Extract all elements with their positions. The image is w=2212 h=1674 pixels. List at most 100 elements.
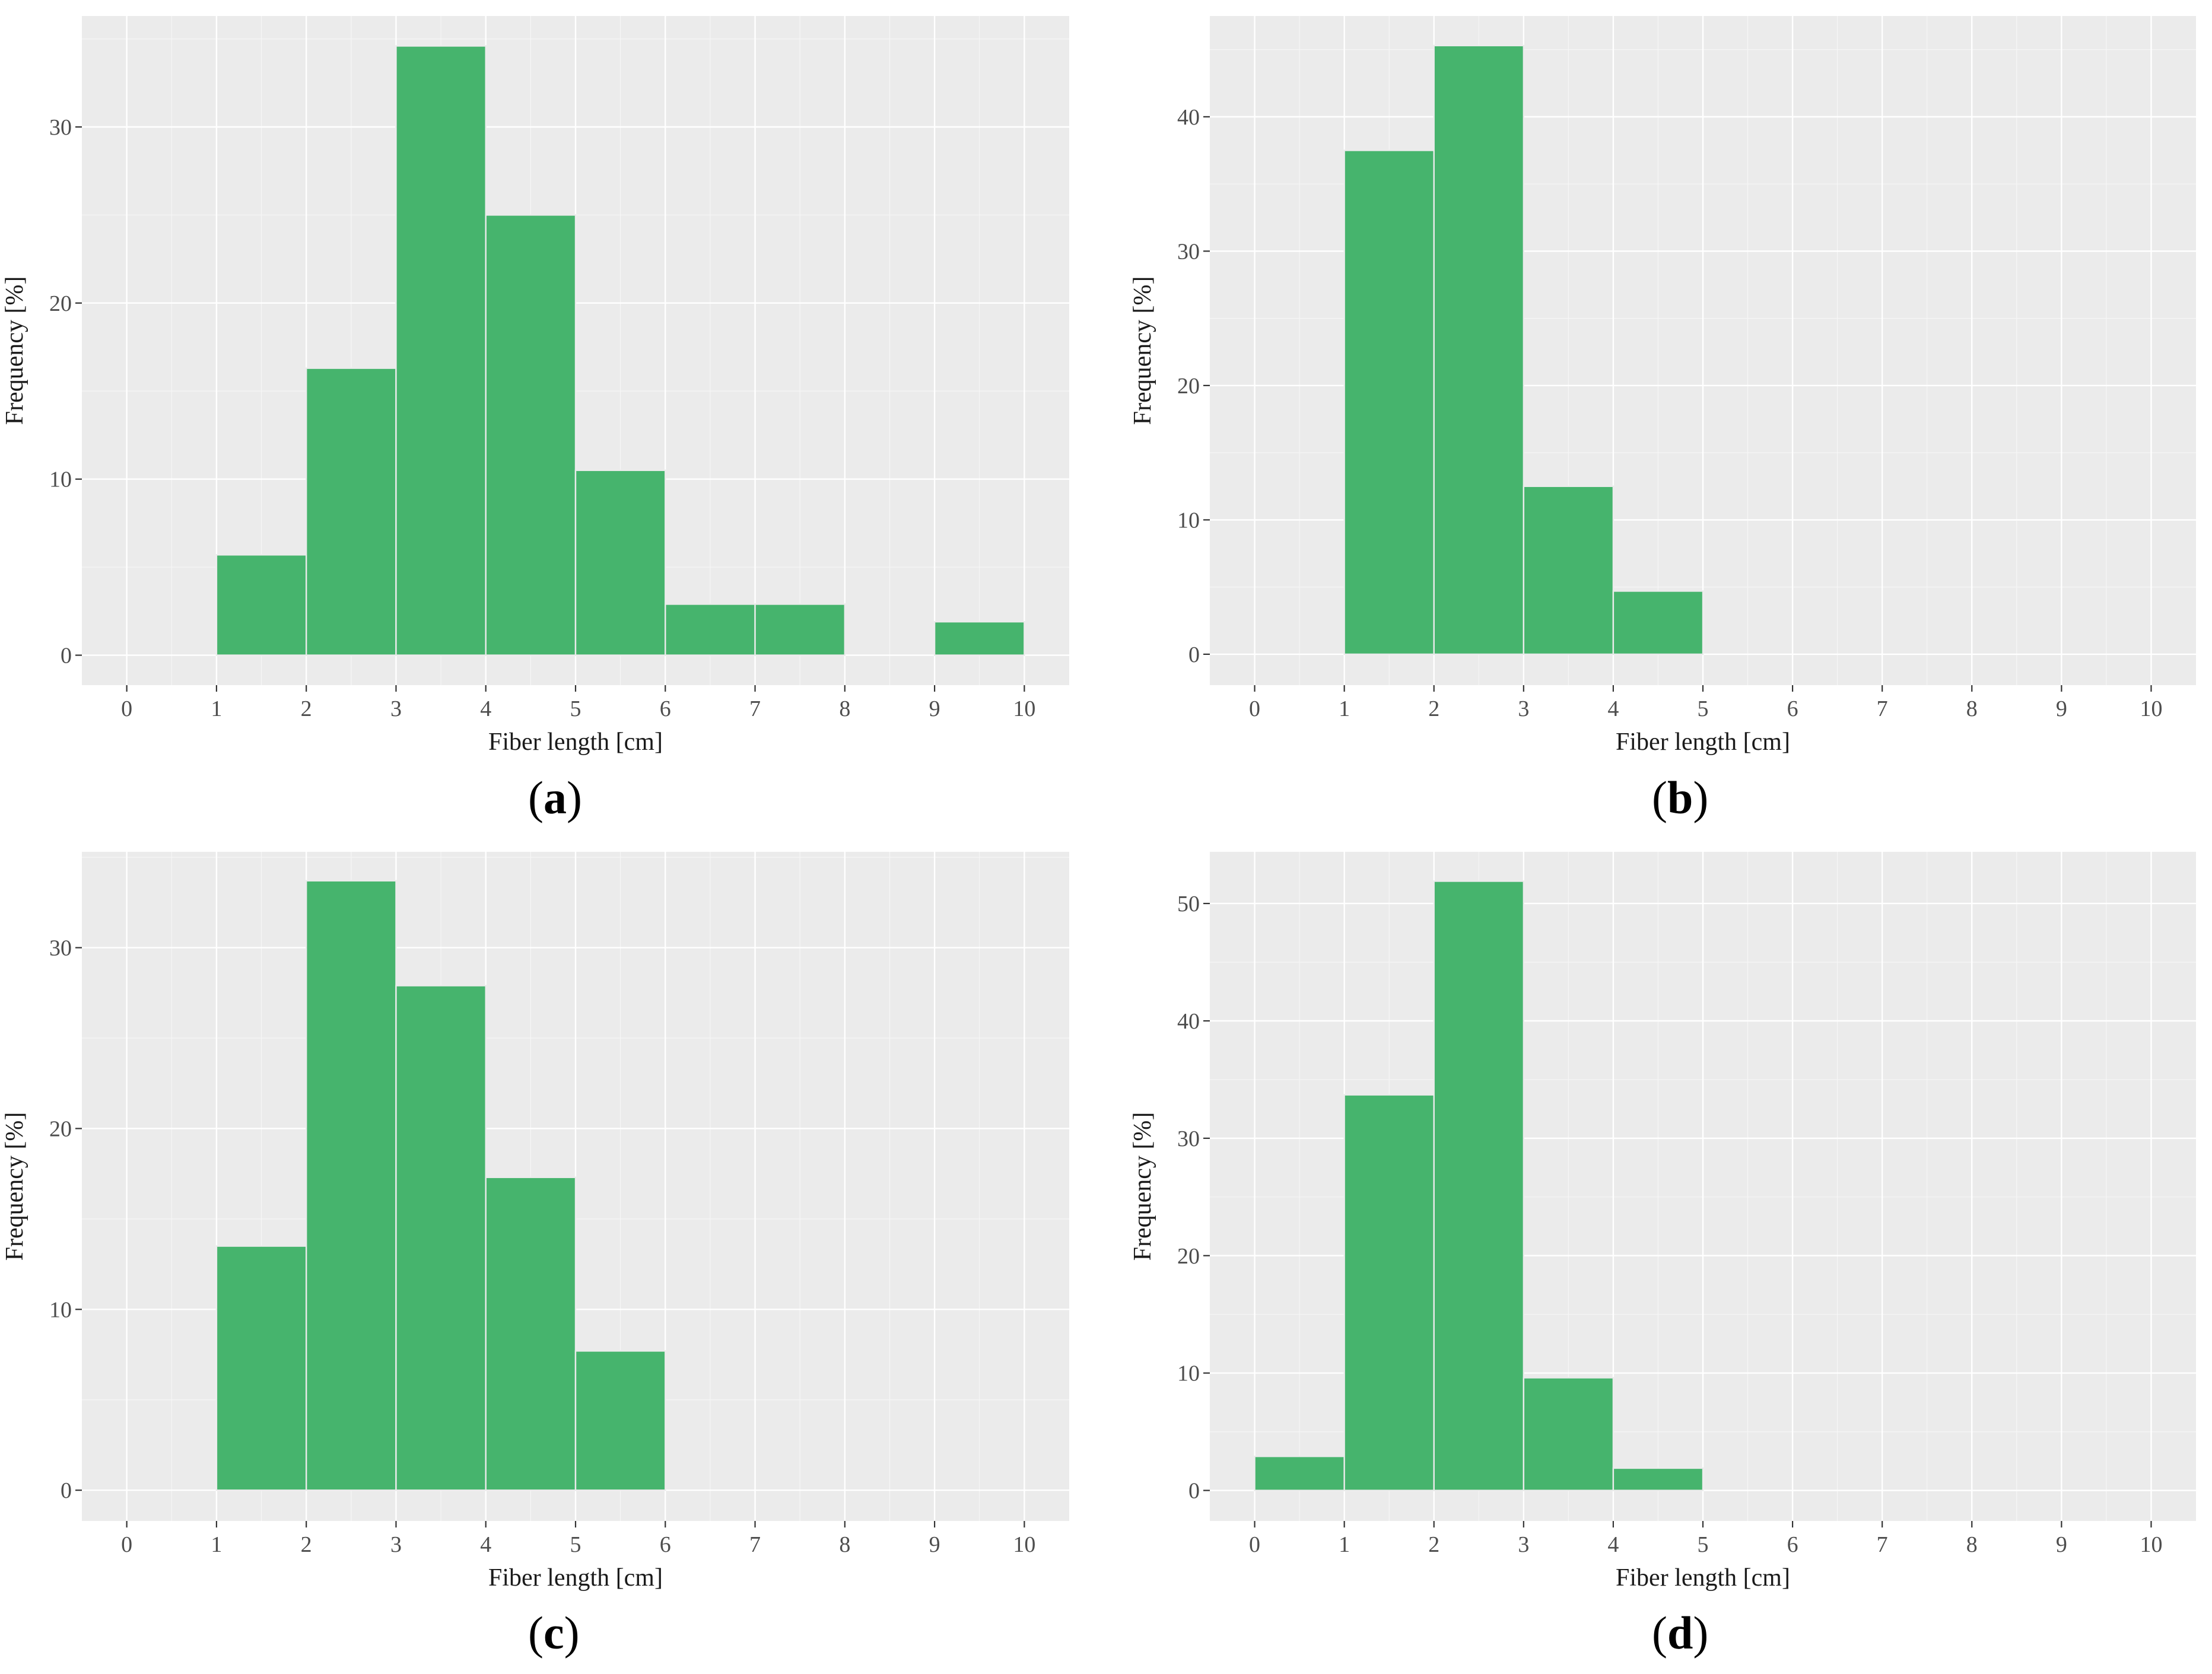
- histogram-bar-b-3-4: [1523, 485, 1614, 655]
- y-tick-label: 0: [1188, 642, 1200, 667]
- y-tick-label: 20: [1177, 1244, 1200, 1269]
- y-axis-title: Frequency [%]: [1, 276, 28, 425]
- histogram-c-plot: 0 1 2 3 4 5 6 7 8 9 10 0 10 20 30 Fiber length [cm] Freq…: [1, 852, 1069, 1592]
- panel-label-b: (b): [1652, 772, 1709, 823]
- x-tick-label: 3: [390, 1532, 402, 1557]
- histogram-bar-a-3-4: [395, 45, 487, 656]
- x-tick-label: 3: [1518, 1532, 1529, 1557]
- histogram-bar-c-1-2: [215, 1245, 307, 1491]
- panel-label-c: (c): [528, 1607, 580, 1659]
- x-axis-title: Fiber length [cm]: [1616, 1564, 1790, 1592]
- y-tick-label: 0: [61, 1478, 72, 1503]
- y-tick-label: 10: [1177, 508, 1200, 533]
- x-tick-label: 6: [660, 696, 671, 721]
- x-tick-label: 6: [1787, 696, 1798, 721]
- y-tick-label: 20: [49, 291, 72, 316]
- x-tick-label: 4: [480, 696, 491, 721]
- x-tick-label: 6: [1787, 1532, 1798, 1557]
- x-axis-title: Fiber length [cm]: [488, 728, 663, 756]
- x-tick-label: 2: [1428, 1532, 1439, 1557]
- x-tick-label: 10: [2140, 1532, 2162, 1557]
- histogram-bar-a-5-6: [574, 469, 666, 656]
- x-tick-label: 10: [1013, 1532, 1035, 1557]
- histogram-bar-a-2-3: [305, 367, 397, 656]
- x-tick-label: 9: [2056, 696, 2067, 721]
- x-tick-label: 2: [1428, 696, 1439, 721]
- x-tick-label: 0: [1249, 1532, 1260, 1557]
- histogram-bar-d-4-5: [1612, 1467, 1704, 1491]
- x-tick-label: 5: [570, 696, 581, 721]
- histogram-bar-c-5-6: [574, 1350, 666, 1491]
- x-tick-label: 9: [929, 696, 940, 721]
- histogram-bar-d-3-4: [1523, 1377, 1614, 1491]
- y-axis-title: Frequency [%]: [1, 1112, 28, 1261]
- histogram-bar-d-0-1: [1254, 1455, 1345, 1491]
- y-axis-title: Frequency [%]: [1129, 276, 1156, 425]
- y-tick-label: 10: [1177, 1361, 1200, 1386]
- y-tick-label: 30: [1177, 1126, 1200, 1151]
- x-axis-title: Fiber length [cm]: [1616, 728, 1790, 756]
- x-tick-label: 7: [749, 696, 761, 721]
- x-tick-label: 7: [1877, 696, 1888, 721]
- x-tick-label: 2: [301, 696, 312, 721]
- histogram-bar-c-3-4: [395, 985, 487, 1491]
- x-tick-label: 0: [121, 696, 132, 721]
- x-tick-label: 5: [1698, 696, 1709, 721]
- histogram-b-plot: 0 1 2 3 4 5 6 7 8 9 10 0 10 20 30 40 Fiber length [cm] Fr…: [1129, 16, 2196, 756]
- x-tick-label: 8: [1966, 1532, 1978, 1557]
- x-tick-label: 7: [749, 1532, 761, 1557]
- histogram-bar-a-7-8: [754, 603, 846, 656]
- x-tick-label: 9: [2056, 1532, 2067, 1557]
- x-tick-label: 6: [660, 1532, 671, 1557]
- histogram-bar-a-4-5: [485, 214, 577, 656]
- histogram-bar-a-9-10: [933, 620, 1025, 656]
- histogram-panel-b: 0 1 2 3 4 5 6 7 8 9 10 0 10 20 30 40 Fiber length [cm] Fr…: [1106, 0, 2212, 837]
- y-tick-label: 30: [1177, 239, 1200, 264]
- x-tick-label: 4: [1607, 696, 1619, 721]
- y-tick-label: 10: [49, 1297, 72, 1322]
- y-tick-label: 40: [1177, 105, 1200, 130]
- panel-label-b-letter: b: [1667, 772, 1693, 823]
- x-tick-label: 2: [301, 1532, 312, 1557]
- panel-label-a: (a): [528, 772, 582, 823]
- x-tick-label: 5: [570, 1532, 581, 1557]
- x-tick-label: 10: [1013, 696, 1035, 721]
- x-tick-label: 8: [839, 696, 850, 721]
- y-axis-title: Frequency [%]: [1129, 1112, 1156, 1261]
- y-tick-label: 0: [1188, 1479, 1200, 1504]
- x-tick-label: 0: [121, 1532, 132, 1557]
- x-tick-label: 8: [1966, 696, 1978, 721]
- histogram-panel-c: 0 1 2 3 4 5 6 7 8 9 10 0 10 20 30 Fiber length [cm] Freq…: [0, 837, 1106, 1674]
- histogram-bar-b-4-5: [1612, 590, 1704, 655]
- histogram-panel-d: 0 1 2 3 4 5 6 7 8 9 10 0 10 20 30 40 50 Fiber length [cm]…: [1106, 837, 2212, 1674]
- histogram-a-plot: 0 1 2 3 4 5 6 7 8 9 10 0 10 20 30 Fiber length [cm] Freq…: [1, 16, 1069, 756]
- x-tick-label: 4: [480, 1532, 491, 1557]
- x-tick-label: 3: [1518, 696, 1529, 721]
- x-axis-title: Fiber length [cm]: [488, 1564, 663, 1592]
- x-tick-label: 10: [2140, 696, 2162, 721]
- y-tick-label: 30: [49, 936, 72, 961]
- x-tick-label: 4: [1607, 1532, 1619, 1557]
- histogram-bar-a-1-2: [215, 554, 307, 656]
- histogram-bar-c-4-5: [485, 1176, 577, 1491]
- histogram-d-plot: 0 1 2 3 4 5 6 7 8 9 10 0 10 20 30 40 50 Fiber length [cm]…: [1129, 852, 2196, 1592]
- x-tick-label: 1: [1339, 1532, 1350, 1557]
- histogram-bar-d-2-3: [1433, 880, 1525, 1491]
- histogram-bar-b-1-2: [1343, 149, 1435, 655]
- y-tick-label: 40: [1177, 1009, 1200, 1034]
- x-tick-label: 1: [211, 696, 222, 721]
- panel-label-d: (d): [1652, 1607, 1709, 1659]
- x-tick-label: 8: [839, 1532, 850, 1557]
- y-tick-label: 0: [61, 644, 72, 669]
- x-tick-label: 1: [1339, 696, 1350, 721]
- x-tick-label: 1: [211, 1532, 222, 1557]
- panel-label-c-letter: c: [543, 1607, 564, 1659]
- x-tick-label: 9: [929, 1532, 940, 1557]
- y-tick-label: 30: [49, 115, 72, 140]
- histogram-bar-c-2-3: [305, 880, 397, 1491]
- x-tick-label: 0: [1249, 696, 1260, 721]
- y-tick-label: 50: [1177, 892, 1200, 916]
- x-tick-label: 7: [1877, 1532, 1888, 1557]
- histogram-bar-d-1-2: [1343, 1094, 1435, 1491]
- x-tick-label: 5: [1698, 1532, 1709, 1557]
